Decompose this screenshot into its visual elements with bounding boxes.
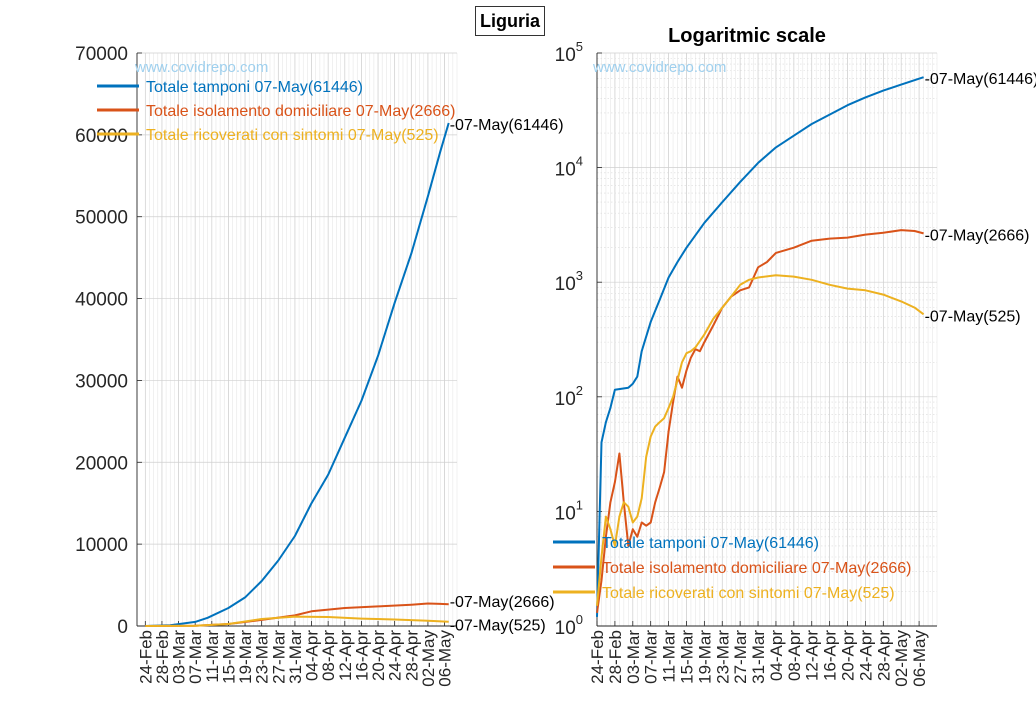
- legend-label: Totale tamponi 07-May(61446): [146, 79, 363, 96]
- x-tick-label: 04-Apr: [767, 630, 786, 681]
- grid: [137, 52, 458, 627]
- legend-label: Totale isolamento domiciliare 07-May(266…: [602, 560, 911, 577]
- y-tick-label: 30000: [75, 371, 128, 392]
- y-tick-label: 60000: [75, 126, 128, 147]
- series-line: [596, 229, 924, 614]
- watermark: www.covidrepo.com: [592, 59, 726, 76]
- x-tick-label: 27-Mar: [269, 630, 288, 684]
- x-tick-label: 16-Apr: [352, 630, 371, 681]
- chart-title: Logaritmic scale: [668, 25, 826, 47]
- legend-label: Totale tamponi 07-May(61446): [602, 535, 819, 552]
- x-tick-label: 19-Mar: [695, 630, 714, 684]
- x-tick-label: 12-Apr: [803, 630, 822, 681]
- x-tick-label: 24-Feb: [136, 630, 155, 684]
- x-tick-label: 11-Mar: [660, 630, 679, 683]
- y-tick-label: 101: [555, 497, 583, 524]
- x-tick-label: 08-Apr: [319, 630, 338, 681]
- x-tick-label: 28-Apr: [402, 630, 421, 681]
- x-tick-label: 07-Mar: [642, 630, 661, 684]
- x-tick-label: 07-Mar: [186, 630, 205, 684]
- y-tick-label: 70000: [75, 44, 128, 65]
- x-tick-label: 15-Mar: [677, 630, 696, 684]
- x-tick-label: 24-Feb: [588, 630, 607, 684]
- y-tick-label: 50000: [75, 208, 128, 229]
- x-tick-label: 24-Apr: [856, 630, 875, 681]
- chart-1: 0 10000 20000 30000 40000 50000 60000 70000 24-F…: [75, 44, 563, 687]
- chart-2: 100 101 102 103 104 105 24-Feb28-Feb03-Mar07-M…: [553, 25, 1036, 687]
- legend-label: Totale ricoverati con sintomi 07-May(525…: [146, 127, 439, 144]
- x-tick-label: 23-Mar: [253, 630, 272, 684]
- watermark: www.covidrepo.com: [134, 59, 268, 76]
- legend: Totale tamponi 07-May(61446) Totale isola…: [97, 79, 455, 144]
- series-line: [145, 122, 450, 627]
- x-tick-label: 28-Feb: [153, 630, 172, 684]
- series-line: [596, 274, 925, 606]
- y-tick-label: 105: [555, 39, 583, 66]
- series-line: [145, 615, 449, 627]
- x-tick-label: 08-Apr: [785, 630, 804, 681]
- x-tick-label: 11-Mar: [203, 630, 222, 683]
- x-tick-label: 03-Mar: [170, 630, 189, 684]
- series-end-label: -07-May(525): [925, 308, 1021, 325]
- legend-label: Totale ricoverati con sintomi 07-May(525…: [602, 585, 895, 602]
- x-tick-label: 23-Mar: [713, 630, 732, 684]
- x-tick-label: 28-Feb: [606, 630, 625, 684]
- x-tick-label: 20-Apr: [839, 630, 858, 681]
- x-tick-label: 02-May: [892, 630, 911, 687]
- series-line: [596, 76, 924, 617]
- x-tick-label: 31-Mar: [749, 630, 768, 684]
- legend-label: Totale isolamento domiciliare 07-May(266…: [146, 103, 455, 120]
- x-tick-label: 28-Apr: [874, 630, 893, 681]
- x-tick-label: 02-May: [419, 630, 438, 687]
- x-tick-label: 19-Mar: [236, 630, 255, 684]
- y-tick-label: 10000: [75, 535, 128, 556]
- x-tick-label: 16-Apr: [821, 630, 840, 681]
- series-end-label: -07-May(61446): [925, 71, 1036, 88]
- y-tick-label: 100: [555, 612, 583, 639]
- x-tick-label: 24-Apr: [386, 630, 405, 681]
- y-tick-label: 103: [555, 268, 583, 295]
- x-tick-label: 20-Apr: [369, 630, 388, 681]
- x-tick-label: 04-Apr: [303, 630, 322, 681]
- y-tick-label: 104: [555, 154, 583, 181]
- series-end-label: -07-May(2666): [925, 227, 1030, 244]
- x-tick-label: 03-Mar: [624, 630, 643, 684]
- x-tick-label: 12-Apr: [336, 630, 355, 681]
- x-tick-label: 31-Mar: [286, 630, 305, 684]
- legend: Totale tamponi 07-May(61446) Totale isola…: [553, 535, 911, 602]
- x-tick-label: 06-May: [910, 630, 929, 687]
- x-tick-label: 15-Mar: [219, 630, 238, 684]
- series-end-label: -07-May(61446): [450, 117, 564, 134]
- y-tick-label: 102: [555, 383, 583, 410]
- series-end-label: -07-May(525): [450, 618, 546, 635]
- x-tick-label: 06-May: [436, 630, 455, 687]
- series-end-label: -07-May(2666): [450, 594, 555, 611]
- y-tick-label: 40000: [75, 290, 128, 311]
- y-tick-label: 20000: [75, 453, 128, 474]
- y-tick-label: 0: [117, 617, 128, 638]
- x-tick-label: 27-Mar: [731, 630, 750, 684]
- figure-title: Liguria: [475, 6, 546, 36]
